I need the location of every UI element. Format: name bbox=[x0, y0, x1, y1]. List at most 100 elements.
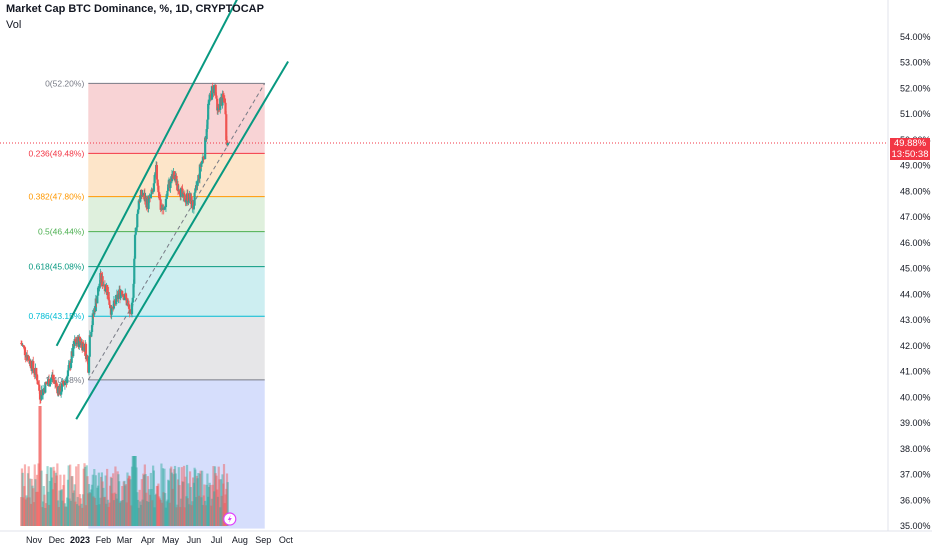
volume-bar bbox=[219, 507, 222, 526]
volume-bar bbox=[35, 491, 38, 526]
volume-bar bbox=[130, 466, 134, 526]
candle-body bbox=[125, 297, 128, 306]
volume-bar bbox=[170, 466, 173, 526]
candle-body bbox=[82, 343, 85, 348]
volume-bar bbox=[107, 506, 110, 526]
time-tick-label: Jun bbox=[187, 535, 202, 545]
fib-zone-0.618 bbox=[88, 266, 265, 317]
volume-bar bbox=[22, 497, 25, 526]
candle-body bbox=[159, 199, 162, 210]
fib-label-0: 0(52.20%) bbox=[45, 78, 84, 88]
volume-bar bbox=[132, 456, 135, 526]
volume-bar bbox=[75, 466, 78, 526]
volume-bar bbox=[116, 471, 119, 526]
volume-bar bbox=[188, 504, 191, 526]
candle-body bbox=[93, 308, 96, 315]
candle-body bbox=[54, 380, 57, 384]
candle-body bbox=[165, 195, 168, 199]
volume-bar bbox=[66, 479, 70, 526]
volume-bar bbox=[115, 493, 118, 526]
volume-bar bbox=[160, 463, 163, 526]
volume-bar bbox=[149, 472, 152, 526]
volume-bar bbox=[41, 501, 45, 526]
candle-body bbox=[133, 258, 136, 284]
candle-body bbox=[173, 171, 176, 180]
volume-bar bbox=[204, 500, 207, 526]
volume-bar bbox=[52, 466, 55, 526]
volume-bars bbox=[20, 406, 229, 526]
volume-bar bbox=[61, 500, 64, 526]
volume-bar bbox=[158, 496, 161, 526]
volume-bar bbox=[24, 499, 27, 526]
volume-bar bbox=[50, 477, 54, 526]
candle-body bbox=[104, 289, 107, 292]
fib-label-0.786: 0.786(43.15%) bbox=[29, 311, 85, 321]
volume-bar bbox=[60, 490, 63, 526]
candle-body bbox=[109, 304, 112, 309]
volume-bar bbox=[62, 485, 65, 526]
volume-bar bbox=[120, 500, 123, 526]
volume-bar bbox=[133, 456, 136, 526]
volume-bar bbox=[121, 500, 125, 526]
volume-bar bbox=[125, 502, 128, 526]
volume-bar bbox=[54, 472, 57, 526]
volume-bar bbox=[76, 497, 79, 526]
volume-bar bbox=[127, 478, 130, 526]
volume-bar bbox=[223, 503, 226, 526]
volume-bar bbox=[203, 484, 206, 526]
fib-trend-line bbox=[87, 83, 266, 381]
candle-body bbox=[59, 386, 62, 395]
candle-body bbox=[20, 343, 24, 346]
volume-bar bbox=[37, 463, 40, 526]
candle-body bbox=[124, 293, 128, 298]
volume-bar bbox=[122, 481, 125, 526]
price-tick-label: 36.00% bbox=[900, 495, 931, 505]
volume-bar bbox=[152, 470, 155, 526]
volume-bar bbox=[96, 485, 100, 526]
price-tick-label: 51.00% bbox=[900, 109, 931, 119]
volume-bar bbox=[181, 481, 184, 526]
candle-body bbox=[44, 382, 48, 384]
volume-bar bbox=[134, 456, 137, 526]
candle-body bbox=[96, 287, 100, 296]
candle-body bbox=[60, 391, 63, 395]
volume-bar bbox=[108, 502, 111, 526]
candle-body bbox=[187, 201, 190, 203]
volume-bar bbox=[142, 475, 146, 526]
volume-bar bbox=[209, 484, 212, 526]
volume-bar bbox=[136, 499, 140, 526]
volume-bar bbox=[180, 467, 183, 526]
candle-body bbox=[225, 114, 228, 141]
candle-body bbox=[183, 194, 186, 202]
volume-bar bbox=[26, 497, 29, 526]
fib-zone-0 bbox=[88, 83, 265, 154]
volume-bar bbox=[58, 490, 61, 526]
price-tick-label: 40.00% bbox=[900, 392, 931, 402]
candle-body bbox=[106, 284, 109, 296]
volume-bar bbox=[167, 480, 171, 526]
volume-bar bbox=[93, 469, 96, 526]
volume-bar bbox=[27, 466, 30, 526]
candle-body bbox=[186, 193, 189, 203]
candle-body bbox=[87, 356, 91, 373]
plot-area: 0(52.20%) 0.236(49.48%) 0.382(47.80%) 0.5(4… bbox=[0, 0, 888, 529]
volume-bar bbox=[23, 464, 27, 526]
time-tick-label: Jul bbox=[211, 535, 223, 545]
volume-bar bbox=[195, 475, 198, 526]
volume-bar bbox=[20, 468, 24, 526]
volume-bar bbox=[83, 463, 86, 526]
volume-bar bbox=[28, 497, 31, 526]
volume-bar bbox=[106, 468, 109, 526]
price-tick-label: 43.00% bbox=[900, 315, 931, 325]
volume-bar bbox=[188, 471, 192, 526]
volume-bar bbox=[78, 505, 81, 526]
volume-bar bbox=[69, 500, 73, 526]
candle-body bbox=[23, 347, 27, 356]
time-tick-label: Sep bbox=[255, 535, 271, 545]
candle-body bbox=[157, 185, 160, 193]
candle-body bbox=[173, 179, 177, 181]
candle-body bbox=[176, 183, 180, 192]
volume-bar bbox=[207, 486, 211, 526]
volume-bar bbox=[144, 474, 147, 526]
